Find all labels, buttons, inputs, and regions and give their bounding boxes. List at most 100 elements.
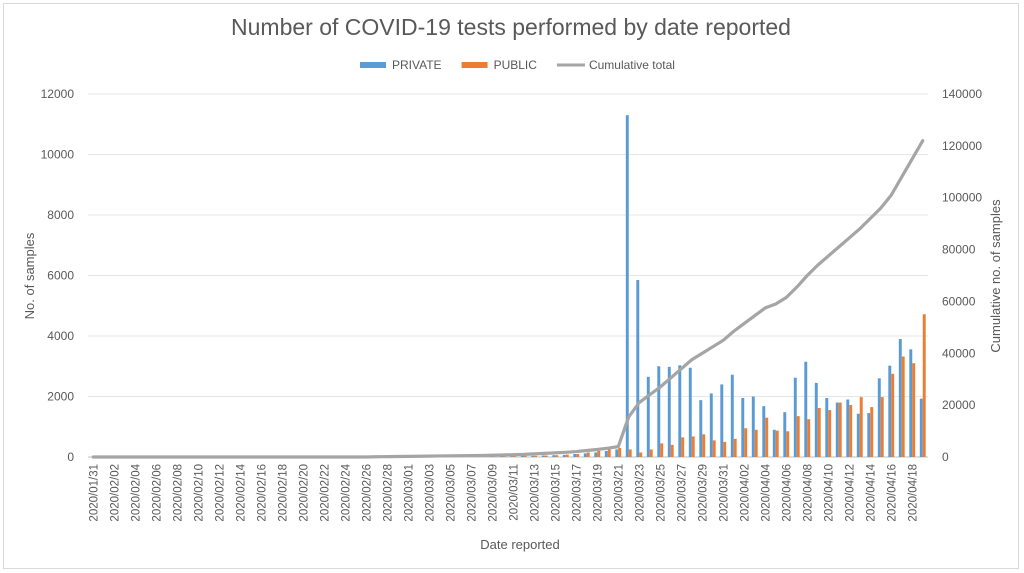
bar-public (618, 447, 622, 457)
x-tick-label: 2020/03/15 (550, 464, 562, 522)
bar-public (765, 417, 769, 457)
x-tick-label: 2020/03/23 (634, 464, 646, 522)
x-tick-label: 2020/03/11 (508, 464, 520, 521)
x-tick-label: 2020/04/14 (865, 463, 877, 521)
bar-private (720, 384, 724, 457)
bar-public (702, 434, 706, 457)
bar-private (793, 377, 797, 457)
x-tick-label: 2020/04/12 (844, 464, 856, 522)
x-tick-label: 2020/03/09 (487, 464, 499, 522)
bar-private (772, 429, 776, 457)
x-tick-label: 2020/02/02 (109, 464, 121, 522)
bar-public (796, 416, 800, 457)
bar-public (901, 356, 905, 457)
bar-private (646, 376, 650, 457)
y2-tick-label: 20000 (942, 398, 976, 412)
bar-private (762, 406, 766, 457)
bar-private (919, 398, 923, 457)
bar-private (615, 449, 619, 457)
bar-public (838, 402, 842, 457)
y-tick-label: 0 (67, 450, 74, 464)
bar-public (607, 449, 611, 457)
chart-frame (3, 3, 1019, 569)
x-tick-label: 2020/04/10 (823, 464, 835, 522)
bar-private (699, 400, 703, 457)
bar-public (744, 428, 748, 457)
bar-private (636, 280, 640, 457)
bar-private (531, 455, 535, 457)
bar-private (667, 366, 671, 457)
bar-public (523, 455, 527, 457)
x-tick-label: 2020/04/02 (739, 464, 751, 522)
y-tick-label: 12000 (41, 87, 75, 101)
bar-public (691, 436, 695, 457)
bar-private (573, 453, 577, 457)
bar-private (825, 398, 829, 457)
x-tick-label: 2020/03/31 (718, 464, 730, 522)
bar-private (909, 349, 913, 457)
x-tick-label: 2020/02/16 (256, 464, 268, 522)
y-tick-label: 4000 (47, 329, 74, 343)
y2-tick-label: 60000 (942, 294, 976, 308)
bar-private (846, 399, 850, 457)
bar-public (849, 404, 853, 457)
x-tick-label: 2020/03/19 (592, 464, 604, 522)
cumulative-line (91, 139, 925, 459)
bar-private (499, 456, 503, 457)
bar-private (678, 365, 682, 457)
bar-public (891, 373, 895, 457)
x-tick-label: 2020/03/29 (697, 464, 709, 522)
bar-private (709, 393, 713, 457)
bar-private (783, 412, 787, 457)
bar-private (877, 378, 881, 457)
x-tick-label: 2020/02/22 (319, 464, 331, 522)
x-tick-label: 2020/03/13 (529, 464, 541, 522)
bars (384, 115, 926, 458)
x-tick-label: 2020/03/17 (571, 464, 583, 522)
x-tick-label: 2020/03/27 (676, 464, 688, 522)
bar-private (835, 402, 839, 457)
y2-tick-label: 140000 (942, 87, 982, 101)
x-tick-label: 2020/02/24 (340, 463, 352, 521)
bar-public (597, 450, 601, 457)
x-tick-label: 2020/03/21 (613, 464, 625, 522)
bar-public (649, 449, 653, 457)
y-axis-left: 0 2000 4000 6000 8000 10000 12000 (41, 87, 75, 464)
y2-axis-label: Cumulative no. of samples (988, 199, 1003, 353)
bar-public (555, 455, 559, 457)
bar-public (670, 444, 674, 457)
bar-public (775, 430, 779, 457)
bar-private (520, 455, 524, 457)
bar-public (513, 456, 517, 457)
bar-public (565, 454, 569, 457)
bar-public (586, 452, 590, 457)
x-tick-label: 2020/02/12 (214, 464, 226, 522)
x-tick-label: 2020/04/18 (907, 464, 919, 522)
bar-private (625, 115, 629, 458)
legend: PRIVATE PUBLIC Cumulative total (360, 58, 675, 72)
bar-private (741, 398, 745, 457)
bar-private (541, 455, 545, 457)
bar-private (888, 365, 892, 457)
x-tick-label: 2020/02/08 (172, 464, 184, 522)
y2-tick-label: 80000 (942, 243, 976, 257)
x-tick-label: 2020/02/26 (361, 464, 373, 522)
legend-swatch (461, 62, 488, 68)
y-axis-right: 0 20000 40000 60000 80000 100000 120000 140000 (942, 87, 982, 464)
legend-swatch (360, 62, 386, 68)
y2-tick-label: 0 (942, 450, 949, 464)
y-tick-label: 2000 (47, 390, 74, 404)
legend-label: PRIVATE (392, 58, 442, 72)
bar-public (628, 449, 632, 457)
chart-title: Number of COVID-19 tests performed by da… (231, 14, 791, 40)
bar-public (807, 419, 811, 457)
bar-private (594, 452, 598, 457)
x-tick-label: 2020/03/01 (403, 464, 415, 522)
x-tick-label: 2020/02/28 (382, 464, 394, 522)
gridlines (88, 93, 928, 458)
x-tick-label: 2020/03/05 (445, 464, 457, 522)
bar-public (712, 440, 716, 457)
bar-public (576, 453, 580, 457)
bar-private (657, 366, 661, 457)
x-tick-label: 2020/02/18 (277, 464, 289, 522)
